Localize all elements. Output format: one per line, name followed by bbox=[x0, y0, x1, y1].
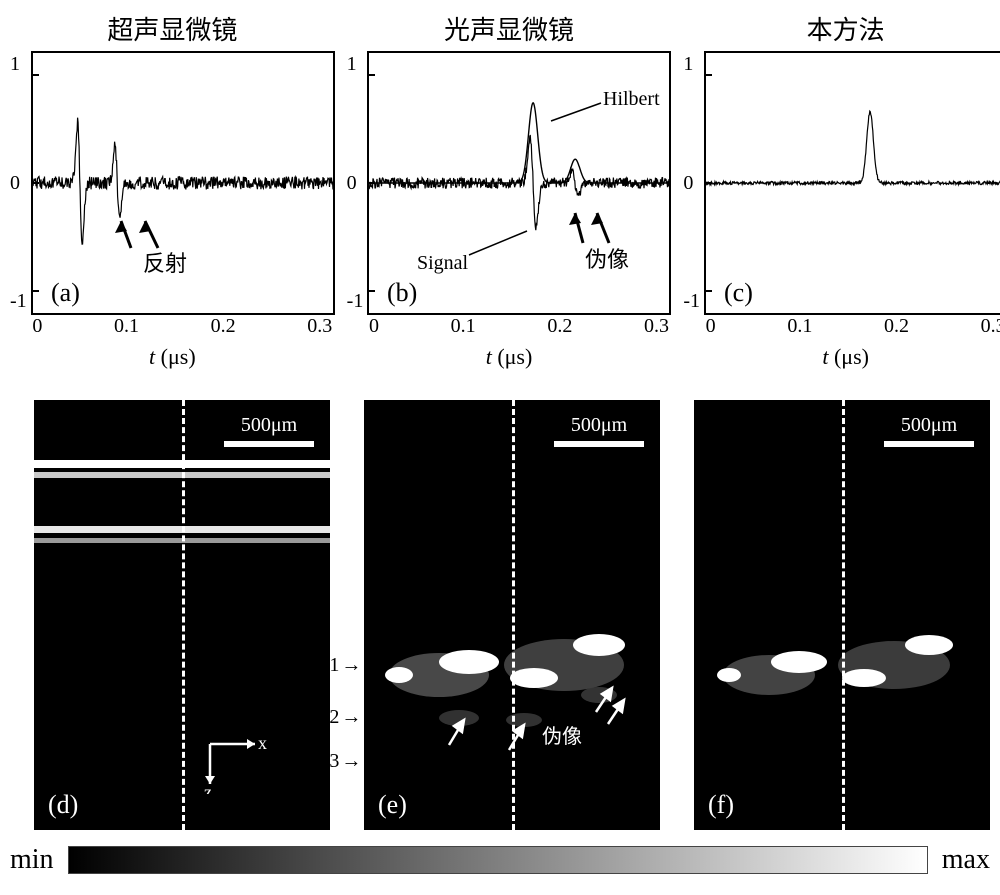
panel-c-xticks: 0 0.1 0.2 0.3 bbox=[706, 315, 1000, 338]
chart-a-svg: 反射 (a) bbox=[33, 53, 333, 313]
label-c2: C2 bbox=[316, 706, 361, 729]
panel-a-xticks: 0 0.1 0.2 0.3 bbox=[32, 315, 332, 338]
panel-b-yticks: 1 0 -1 bbox=[347, 53, 364, 313]
scalebar-bar-d bbox=[224, 441, 314, 447]
panel-a-yticks: 1 0 -1 bbox=[10, 53, 27, 313]
panel-a-column: 超声显微镜 1 0 -1 反射 (a) bbox=[10, 10, 335, 370]
annot-artifact-e: 伪像 bbox=[542, 720, 582, 749]
label-c: (c) bbox=[724, 278, 753, 307]
colorbar-max: max bbox=[942, 844, 990, 876]
chart-b-svg: Hilbert Signal 伪像 (b) bbox=[369, 53, 669, 313]
scalebar-e: 500μm bbox=[554, 414, 644, 447]
colorbar-gradient bbox=[68, 846, 928, 874]
coord-x-label: x bbox=[258, 734, 267, 753]
annot-hilbert: Hilbert bbox=[603, 88, 660, 110]
figure-container: 超声显微镜 1 0 -1 反射 (a) bbox=[10, 10, 990, 876]
panel-e-wrapper: C1 C2 C3 500μm bbox=[364, 400, 660, 830]
image-panel-d: 500μm (d) x z bbox=[34, 400, 330, 830]
panel-a-title: 超声显微镜 bbox=[107, 10, 237, 47]
coord-z-label: z bbox=[204, 782, 212, 794]
label-c3: C3 bbox=[316, 750, 361, 773]
panel-c-title: 本方法 bbox=[807, 10, 885, 47]
panel-c-yticks: 1 0 -1 bbox=[683, 53, 700, 313]
panel-b-xticks: 0 0.1 0.2 0.3 bbox=[369, 315, 669, 338]
label-a: (a) bbox=[51, 278, 80, 307]
panel-a-xlabel: t (μs) bbox=[149, 344, 196, 370]
label-f: (f) bbox=[708, 790, 734, 820]
chart-b: Hilbert Signal 伪像 (b) bbox=[367, 51, 671, 315]
image-panel-f: 500μm (f) bbox=[694, 400, 990, 830]
chart-c: (c) bbox=[704, 51, 1000, 315]
label-b: (b) bbox=[387, 278, 417, 307]
top-row: 超声显微镜 1 0 -1 反射 (a) bbox=[10, 10, 990, 370]
panel-c-column: 本方法 1 0 -1 (c) 0 bbox=[683, 10, 1000, 370]
dashed-line-e bbox=[512, 400, 515, 830]
scalebar-f: 500μm bbox=[884, 414, 974, 447]
annot-signal: Signal bbox=[417, 252, 469, 274]
panel-c-xlabel: t (μs) bbox=[822, 344, 869, 370]
panel-b-title: 光声显微镜 bbox=[444, 10, 574, 47]
image-panel-e: 500μm 伪像 (e) bbox=[364, 400, 660, 830]
scalebar-d: 500μm bbox=[224, 414, 314, 447]
coord-arrows-icon: x z bbox=[200, 734, 270, 794]
colorbar-row: min max bbox=[10, 844, 990, 876]
dashed-line-d bbox=[182, 400, 185, 830]
colorbar-min: min bbox=[10, 844, 54, 876]
annot-artifact-b: 伪像 bbox=[585, 247, 629, 272]
label-e: (e) bbox=[378, 790, 407, 820]
annot-reflection: 反射 bbox=[143, 251, 187, 276]
label-d: (d) bbox=[48, 790, 78, 820]
chart-a: 反射 (a) bbox=[31, 51, 335, 315]
bottom-row: 500μm (d) x z C1 C2 C3 bbox=[10, 400, 990, 830]
scalebar-bar-f bbox=[884, 441, 974, 447]
chart-c-svg: (c) bbox=[706, 53, 1000, 313]
label-c1: C1 bbox=[316, 654, 361, 677]
panel-b-column: 光声显微镜 1 0 -1 Hilbert Si bbox=[347, 10, 672, 370]
dashed-line-f bbox=[842, 400, 845, 830]
scalebar-bar-e bbox=[554, 441, 644, 447]
panel-b-xlabel: t (μs) bbox=[486, 344, 533, 370]
